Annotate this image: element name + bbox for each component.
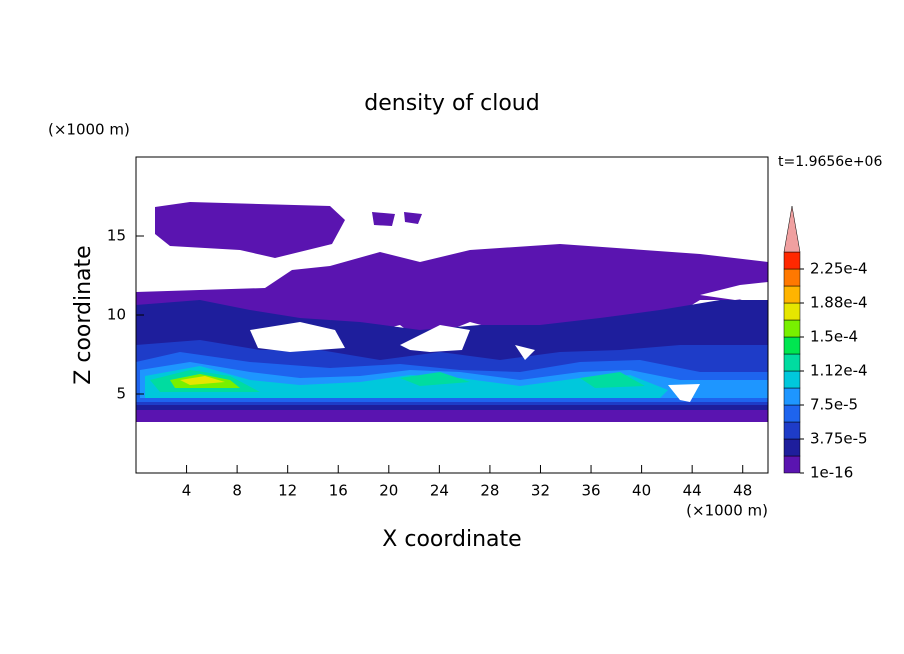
colorbar-extend xyxy=(783,205,801,253)
x-unit: (×1000 m) xyxy=(686,502,768,520)
x-tick-label: 44 xyxy=(683,482,702,500)
colorbar-box xyxy=(783,353,801,372)
y-unit: (×1000 m) xyxy=(48,121,130,139)
colorbar-box xyxy=(783,370,801,389)
colorbar-box xyxy=(783,302,801,321)
colorbar-tick-label: 1.5e-4 xyxy=(810,328,858,346)
colorbar-tick-label: 7.5e-5 xyxy=(810,396,858,414)
contour-field xyxy=(136,202,768,473)
x-tick-label: 48 xyxy=(733,482,752,500)
colorbar-tick-label: 1.88e-4 xyxy=(810,294,868,312)
colorbar-box xyxy=(783,455,801,474)
x-axis-label: X coordinate xyxy=(382,527,521,552)
y-tick-label: 5 xyxy=(116,385,126,403)
x-tick-label: 28 xyxy=(480,482,499,500)
colorbar-box xyxy=(783,438,801,457)
colorbar-box xyxy=(783,336,801,355)
x-tick-label: 16 xyxy=(329,482,348,500)
colorbar-box xyxy=(783,387,801,406)
colorbar-tick-label: 1.12e-4 xyxy=(810,362,868,380)
colorbar-box xyxy=(783,285,801,304)
colorbar-tick-label: 2.25e-4 xyxy=(810,260,868,278)
chart-title: density of cloud xyxy=(364,91,539,116)
colorbar-tick-label: 1e-16 xyxy=(810,464,853,482)
x-tick-label: 20 xyxy=(379,482,398,500)
colorbar-box xyxy=(783,404,801,423)
colorbar-box xyxy=(783,421,801,440)
x-tick-label: 4 xyxy=(182,482,192,500)
colorbar-tick-label: 3.75e-5 xyxy=(810,430,868,448)
x-tick-label: 8 xyxy=(232,482,242,500)
time-label: t=1.9656e+06 xyxy=(778,154,882,170)
x-tick-label: 40 xyxy=(632,482,651,500)
colorbar-box xyxy=(783,268,801,287)
y-tick-label: 15 xyxy=(107,227,126,245)
x-tick-label: 32 xyxy=(531,482,550,500)
colorbar-box xyxy=(783,319,801,338)
x-tick-label: 24 xyxy=(430,482,449,500)
x-tick-label: 36 xyxy=(581,482,600,500)
colorbar-box xyxy=(783,251,801,270)
x-tick-label: 12 xyxy=(278,482,297,500)
y-tick-label: 10 xyxy=(107,306,126,324)
y-axis-label: Z coordinate xyxy=(71,245,96,384)
